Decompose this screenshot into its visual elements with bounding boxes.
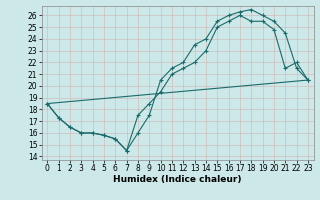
X-axis label: Humidex (Indice chaleur): Humidex (Indice chaleur) <box>113 175 242 184</box>
